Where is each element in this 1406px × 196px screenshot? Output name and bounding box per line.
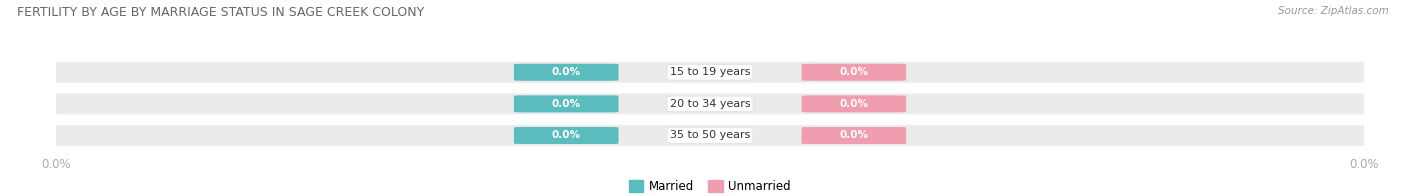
Text: 0.0%: 0.0%	[551, 67, 581, 77]
FancyBboxPatch shape	[49, 62, 1371, 83]
Text: 20 to 34 years: 20 to 34 years	[669, 99, 751, 109]
Text: FERTILITY BY AGE BY MARRIAGE STATUS IN SAGE CREEK COLONY: FERTILITY BY AGE BY MARRIAGE STATUS IN S…	[17, 6, 425, 19]
Legend: Married, Unmarried: Married, Unmarried	[624, 175, 796, 196]
FancyBboxPatch shape	[49, 93, 1371, 114]
FancyBboxPatch shape	[513, 95, 619, 112]
Text: 0.0%: 0.0%	[839, 67, 869, 77]
Text: 0.0%: 0.0%	[839, 99, 869, 109]
FancyBboxPatch shape	[801, 127, 907, 144]
FancyBboxPatch shape	[49, 125, 1371, 146]
FancyBboxPatch shape	[513, 64, 619, 81]
Text: Source: ZipAtlas.com: Source: ZipAtlas.com	[1278, 6, 1389, 16]
FancyBboxPatch shape	[513, 127, 619, 144]
Text: 0.0%: 0.0%	[839, 131, 869, 141]
Text: 15 to 19 years: 15 to 19 years	[669, 67, 751, 77]
Text: 35 to 50 years: 35 to 50 years	[669, 131, 751, 141]
Text: 0.0%: 0.0%	[551, 99, 581, 109]
FancyBboxPatch shape	[801, 95, 907, 112]
Text: 0.0%: 0.0%	[551, 131, 581, 141]
FancyBboxPatch shape	[801, 64, 907, 81]
